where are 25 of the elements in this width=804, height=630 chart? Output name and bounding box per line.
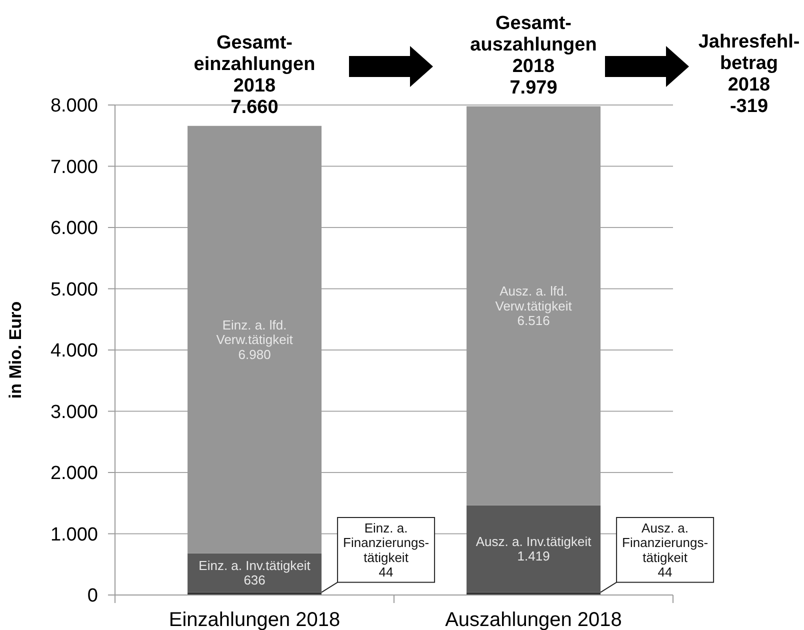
bar — [466, 505, 601, 592]
data-label: Einz. a. Inv.tätigkeit 636 — [198, 558, 311, 588]
x-tick-label: Auszahlungen 2018 — [445, 609, 622, 630]
data-label: Einz. a. Finanzierungs- tätigkeit 44 — [343, 520, 430, 580]
y-tick-label: 6.000 — [50, 218, 98, 240]
x-tick-label: Einzahlungen 2018 — [168, 609, 340, 630]
annotation: Gesamt- auszahlungen 2018 7.979 — [470, 12, 597, 98]
y-tick-label: 3.000 — [50, 402, 98, 423]
y-tick-label: 8.000 — [50, 96, 98, 117]
bar — [188, 553, 322, 592]
data-label: Ausz. a. Inv.tätigkeit 1.419 — [476, 534, 592, 564]
y-tick-label: 0 — [87, 586, 98, 607]
data-label: Einz. a. lfd. Verw.tätigkeit 6.980 — [216, 317, 294, 362]
y-tick-label: 4.000 — [50, 340, 98, 362]
bar — [188, 126, 322, 554]
text: Jahresfehl- betrag 2018 -319 — [698, 32, 800, 117]
y-tick-label: 7.000 — [50, 156, 98, 178]
bar — [466, 106, 601, 506]
annotation: Gesamt- einzahlungen 2018 7.660 — [194, 32, 316, 118]
y-tick-label: 2.000 — [50, 463, 98, 484]
data-label: Ausz. a. Finanzierungs- tätigkeit 44 — [622, 520, 708, 580]
y-tick-label: 1.000 — [50, 524, 98, 546]
data-label: Ausz. a. lfd. Verw.tätigkeit 6.516 — [495, 284, 572, 328]
y-axis-title: in Mio. Euro — [6, 301, 25, 399]
y-tick-label: 5.000 — [50, 279, 98, 300]
